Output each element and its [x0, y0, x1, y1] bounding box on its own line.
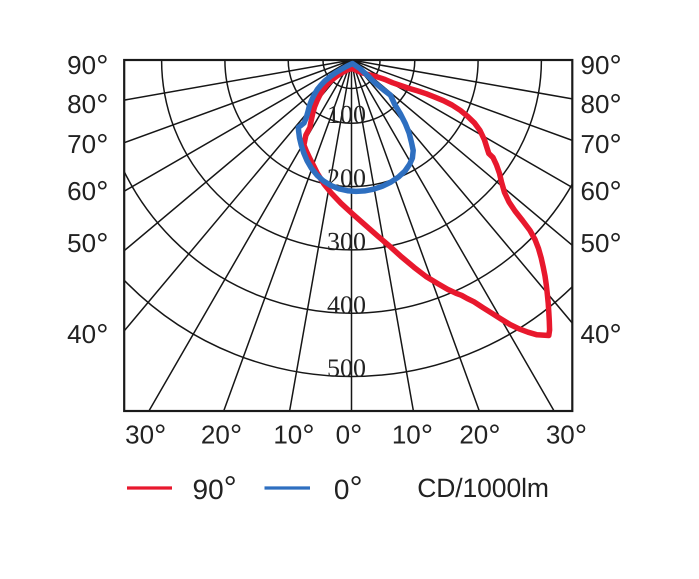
svg-text:10°: 10°: [392, 418, 433, 453]
svg-text:60°: 60°: [581, 175, 622, 210]
svg-text:100: 100: [327, 100, 366, 129]
svg-text:10°: 10°: [273, 418, 314, 453]
svg-text:500: 500: [327, 354, 366, 383]
svg-text:0°: 0°: [336, 418, 363, 453]
svg-text:40°: 40°: [581, 318, 622, 353]
svg-text:400: 400: [327, 290, 366, 319]
svg-text:70°: 70°: [67, 128, 108, 163]
svg-text:CD/1000lm: CD/1000lm: [417, 473, 549, 503]
svg-text:60°: 60°: [67, 175, 108, 210]
svg-text:300: 300: [327, 227, 366, 256]
svg-text:20°: 20°: [201, 418, 242, 453]
svg-text:70°: 70°: [581, 128, 622, 163]
svg-text:80°: 80°: [67, 88, 108, 123]
svg-text:90°: 90°: [581, 49, 622, 84]
svg-text:20°: 20°: [459, 418, 500, 453]
svg-text:40°: 40°: [67, 318, 108, 353]
svg-text:30°: 30°: [546, 418, 587, 453]
svg-text:50°: 50°: [581, 227, 622, 262]
svg-text:30°: 30°: [125, 418, 166, 453]
svg-text:0°: 0°: [334, 469, 363, 506]
svg-text:90°: 90°: [67, 49, 108, 84]
svg-text:90°: 90°: [193, 469, 237, 506]
svg-text:80°: 80°: [581, 88, 622, 123]
svg-text:50°: 50°: [67, 227, 108, 262]
